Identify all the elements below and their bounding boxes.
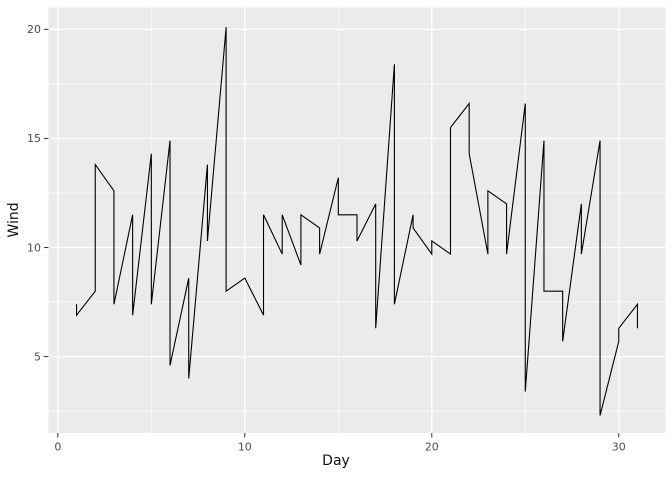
y-tick-label: 20 [27, 23, 41, 36]
x-axis-title: Day [322, 453, 350, 469]
y-tick-label: 15 [27, 132, 41, 145]
y-tick-label: 10 [27, 241, 41, 254]
x-tick-label: 20 [425, 441, 439, 454]
y-axis-title: Wind [6, 202, 22, 238]
wind-data-line [75, 27, 639, 416]
x-tick-label: 0 [54, 441, 61, 454]
x-tick-label: 10 [238, 441, 252, 454]
y-tick-label: 5 [34, 350, 41, 363]
x-tick-label: 30 [612, 441, 626, 454]
